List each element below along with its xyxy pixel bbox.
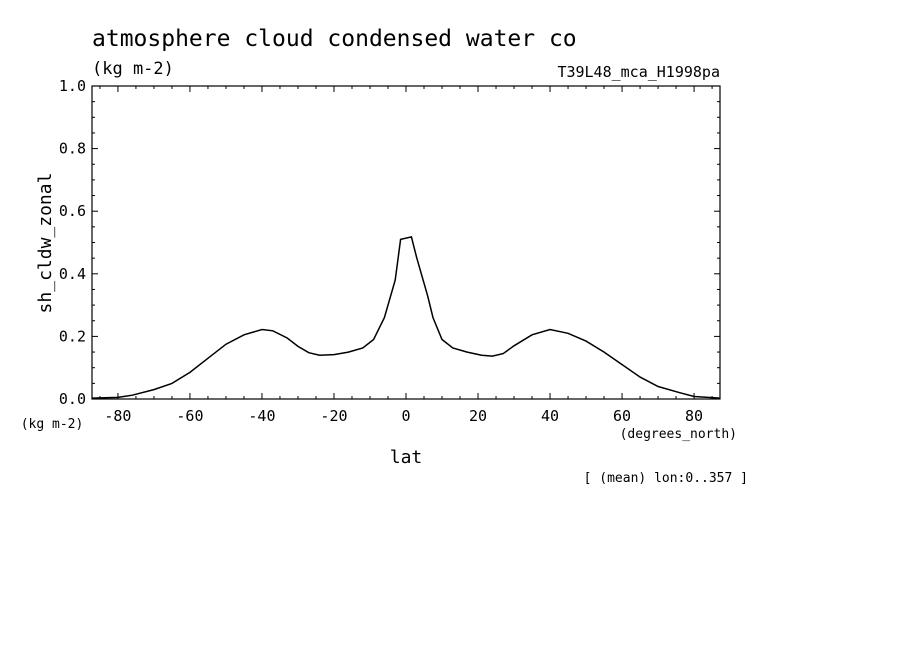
x-tick-label: 40 (541, 407, 559, 425)
x-tick-label: 20 (469, 407, 487, 425)
x-tick-label: 0 (401, 407, 410, 425)
chart-units: (kg m-2) (92, 59, 174, 79)
x-tick-label: 80 (685, 407, 703, 425)
y-tick-label: 0.8 (59, 140, 86, 158)
footnote: [ (mean) lon:0..357 ] (584, 471, 748, 486)
tick-labels: -80 -60 -40 -20 0 20 40 60 80 0.0 0.2 0.4 0.6 0.8 1.0 (59, 77, 703, 425)
plot-frame (91, 85, 721, 400)
x-tick-label: -60 (176, 407, 203, 425)
y-axis-label: sh_cldw_zonal (35, 173, 56, 314)
y-tick-label: 1.0 (59, 77, 86, 95)
y-tick-label: 0.2 (59, 327, 86, 345)
chart-title: atmosphere cloud condensed water co (92, 26, 577, 52)
series-line (91, 236, 721, 399)
x-tick-label: 60 (613, 407, 631, 425)
x-axis-units: (degrees_north) (620, 427, 737, 442)
y-tick-label: 0.6 (59, 202, 86, 220)
y-tick-label: 0.0 (59, 390, 86, 408)
x-tick-label: -80 (104, 407, 131, 425)
y-tick-label: 0.4 (59, 265, 86, 283)
x-tick-label: -20 (320, 407, 347, 425)
axis-ticks (92, 85, 720, 400)
run-id: T39L48_mca_H1998pa (557, 63, 720, 81)
x-tick-label: -40 (248, 407, 275, 425)
y-axis-units: (kg m-2) (21, 417, 84, 432)
x-axis-label: lat (390, 447, 423, 468)
